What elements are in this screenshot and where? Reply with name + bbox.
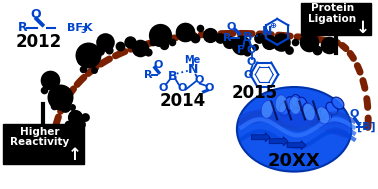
Text: O: O (227, 22, 236, 32)
Text: 3: 3 (80, 26, 86, 35)
Point (102, 40, 108, 43)
Text: 20XX: 20XX (268, 152, 321, 170)
Text: 2015: 2015 (231, 84, 277, 102)
Point (157, 33, 163, 36)
Point (150, 40, 156, 43)
Point (217, 36, 223, 39)
Point (278, 40, 284, 43)
Point (117, 44, 123, 47)
Text: BF: BF (67, 23, 83, 33)
Text: O: O (247, 57, 256, 67)
Text: N: N (187, 63, 198, 76)
Ellipse shape (275, 95, 287, 113)
Point (256, 36, 262, 39)
Text: O: O (153, 60, 163, 70)
Point (286, 48, 292, 51)
Ellipse shape (332, 97, 344, 109)
Text: R: R (144, 70, 152, 80)
Point (51, 105, 57, 108)
Text: 2014: 2014 (160, 92, 206, 110)
Ellipse shape (308, 109, 319, 122)
Point (91, 68, 97, 71)
Point (82, 116, 88, 119)
Text: F: F (237, 45, 244, 55)
FancyBboxPatch shape (301, 3, 371, 35)
Ellipse shape (320, 108, 332, 121)
Ellipse shape (303, 103, 313, 117)
Text: N: N (262, 25, 273, 38)
Point (161, 43, 167, 46)
Point (65, 123, 71, 126)
Point (97, 49, 103, 52)
Point (106, 48, 112, 51)
Text: O: O (30, 8, 41, 21)
Point (69, 106, 75, 109)
Point (182, 30, 188, 33)
Text: Protein
Ligation: Protein Ligation (308, 3, 356, 24)
Point (72, 116, 78, 119)
Text: ⊕: ⊕ (270, 21, 277, 30)
Text: B: B (243, 31, 252, 44)
Ellipse shape (297, 97, 307, 111)
Point (47, 78, 53, 81)
Point (252, 45, 258, 48)
Text: O: O (158, 83, 167, 93)
Text: O: O (247, 45, 256, 55)
Point (52, 88, 58, 91)
Ellipse shape (326, 102, 338, 115)
Ellipse shape (285, 97, 295, 111)
Text: O: O (205, 83, 214, 93)
Point (197, 26, 203, 29)
Ellipse shape (303, 103, 315, 121)
Ellipse shape (261, 101, 273, 118)
Text: R: R (18, 21, 27, 34)
Point (41, 88, 47, 91)
Text: O: O (349, 109, 358, 119)
Point (314, 48, 320, 51)
Point (226, 40, 232, 43)
FancyArrow shape (269, 137, 288, 146)
Ellipse shape (316, 107, 330, 124)
Point (137, 46, 143, 49)
Text: ↑: ↑ (68, 146, 81, 164)
Ellipse shape (314, 111, 325, 124)
Text: B: B (168, 70, 178, 83)
Text: [B]: [B] (358, 122, 376, 132)
Text: O: O (195, 75, 204, 84)
Ellipse shape (291, 94, 301, 108)
Point (62, 106, 68, 109)
Ellipse shape (279, 102, 289, 116)
Point (145, 50, 151, 53)
Text: O: O (177, 83, 186, 93)
Point (57, 96, 64, 99)
Point (206, 33, 212, 36)
Text: O: O (244, 70, 253, 80)
Text: K: K (84, 23, 93, 33)
FancyArrow shape (251, 133, 270, 142)
Point (85, 53, 91, 56)
Ellipse shape (289, 96, 301, 114)
FancyArrow shape (287, 141, 306, 150)
Ellipse shape (237, 87, 351, 172)
Point (326, 43, 332, 46)
Text: Higher
Reactivity: Higher Reactivity (10, 127, 69, 147)
Text: 2012: 2012 (15, 33, 62, 51)
Text: R: R (223, 33, 232, 43)
Point (244, 50, 250, 53)
FancyBboxPatch shape (3, 124, 84, 164)
Text: Me: Me (184, 55, 201, 65)
Point (77, 123, 83, 126)
Point (127, 40, 133, 43)
Point (266, 40, 272, 43)
Point (79, 58, 85, 61)
Point (239, 43, 245, 46)
Point (169, 40, 175, 43)
Point (292, 40, 298, 43)
Point (306, 40, 312, 43)
Text: ↓: ↓ (355, 19, 369, 37)
Point (80, 67, 86, 70)
Point (192, 36, 198, 39)
